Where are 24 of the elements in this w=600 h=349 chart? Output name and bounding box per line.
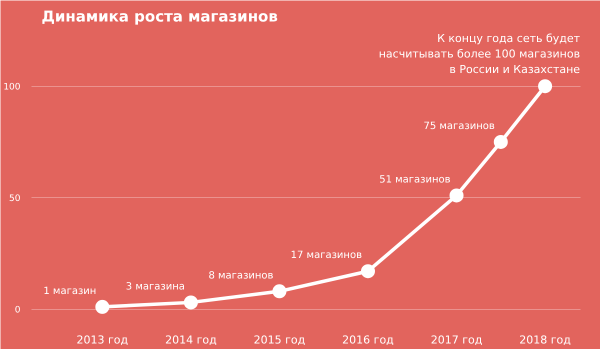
data-label: 8 магазинов [208,270,274,282]
data-label: 17 магазинов [290,250,362,262]
point [184,295,198,310]
data-label: 75 магазинов [423,120,495,132]
point [272,284,286,298]
x-tick-label: 2017 год [430,334,483,346]
chart-title: Динамика роста магазинов [42,8,278,26]
data-label: 51 магазинов [379,174,451,186]
point [494,134,508,149]
data-label: 3 магазина [126,281,185,292]
x-tick-label: 2015 год [254,334,306,346]
point [360,264,375,278]
x-tick-label: 2014 год [165,334,218,346]
annotation: К концу года сеть будет насчитывать более 100 магазинов в России и Казахстане [378,32,581,76]
y-tick-label: 100 [3,82,21,93]
point [450,188,464,202]
x-tick-label: 2016 год [342,334,394,346]
data-label: 1 магазин [43,286,96,297]
x-tick-label: 2018 год [519,334,572,346]
point [95,300,110,314]
y-tick-label: 0 [14,306,21,316]
x-tick-label: 2013 год [76,334,129,346]
y-tick-label: 50 [9,194,21,204]
point [538,79,552,94]
